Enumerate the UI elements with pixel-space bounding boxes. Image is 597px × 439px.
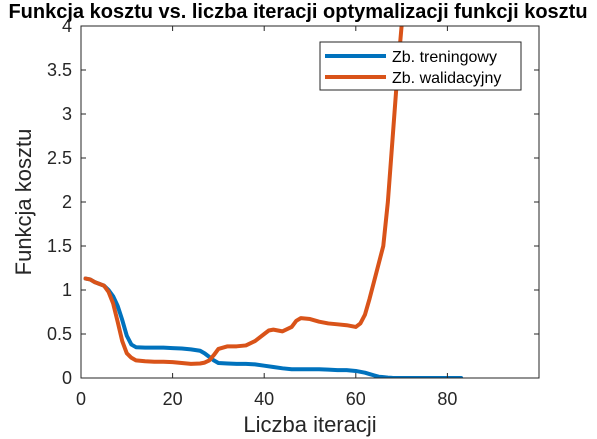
y-axis-label: Funkcja kosztu bbox=[11, 129, 36, 276]
legend: Zb. treningowy Zb. walidacyjny bbox=[319, 41, 522, 91]
y-tick-label: 0.5 bbox=[47, 324, 72, 344]
x-tick-label: 20 bbox=[163, 389, 183, 409]
x-axis-ticks: 0 20 40 60 80 bbox=[76, 26, 457, 409]
x-axis-label: Liczba iteracji bbox=[243, 412, 376, 437]
y-tick-label: 2 bbox=[62, 192, 72, 212]
chart-title: Funkcja kosztu vs. liczba iteracji optym… bbox=[8, 1, 587, 23]
y-tick-label: 2.5 bbox=[47, 148, 72, 168]
legend-label-validation: Zb. walidacyjny bbox=[392, 70, 501, 87]
y-tick-label: 1.5 bbox=[47, 236, 72, 256]
legend-box bbox=[319, 41, 522, 91]
y-axis-ticks: 0 0.5 1 1.5 2 2.5 3 3.5 4 bbox=[47, 16, 539, 388]
legend-label-training: Zb. treningowy bbox=[392, 49, 497, 66]
series-group bbox=[83, 26, 464, 378]
series-line-validation bbox=[83, 26, 404, 366]
y-tick-label: 1 bbox=[62, 280, 72, 300]
y-tick-label: 3 bbox=[62, 104, 72, 124]
x-tick-label: 40 bbox=[254, 389, 274, 409]
y-tick-label: 4 bbox=[62, 16, 72, 36]
x-tick-label: 80 bbox=[437, 389, 457, 409]
y-tick-label: 0 bbox=[62, 368, 72, 388]
x-tick-label: 60 bbox=[346, 389, 366, 409]
x-tick-label: 0 bbox=[76, 389, 86, 409]
y-tick-label: 3.5 bbox=[47, 60, 72, 80]
series-line-training bbox=[83, 276, 464, 378]
